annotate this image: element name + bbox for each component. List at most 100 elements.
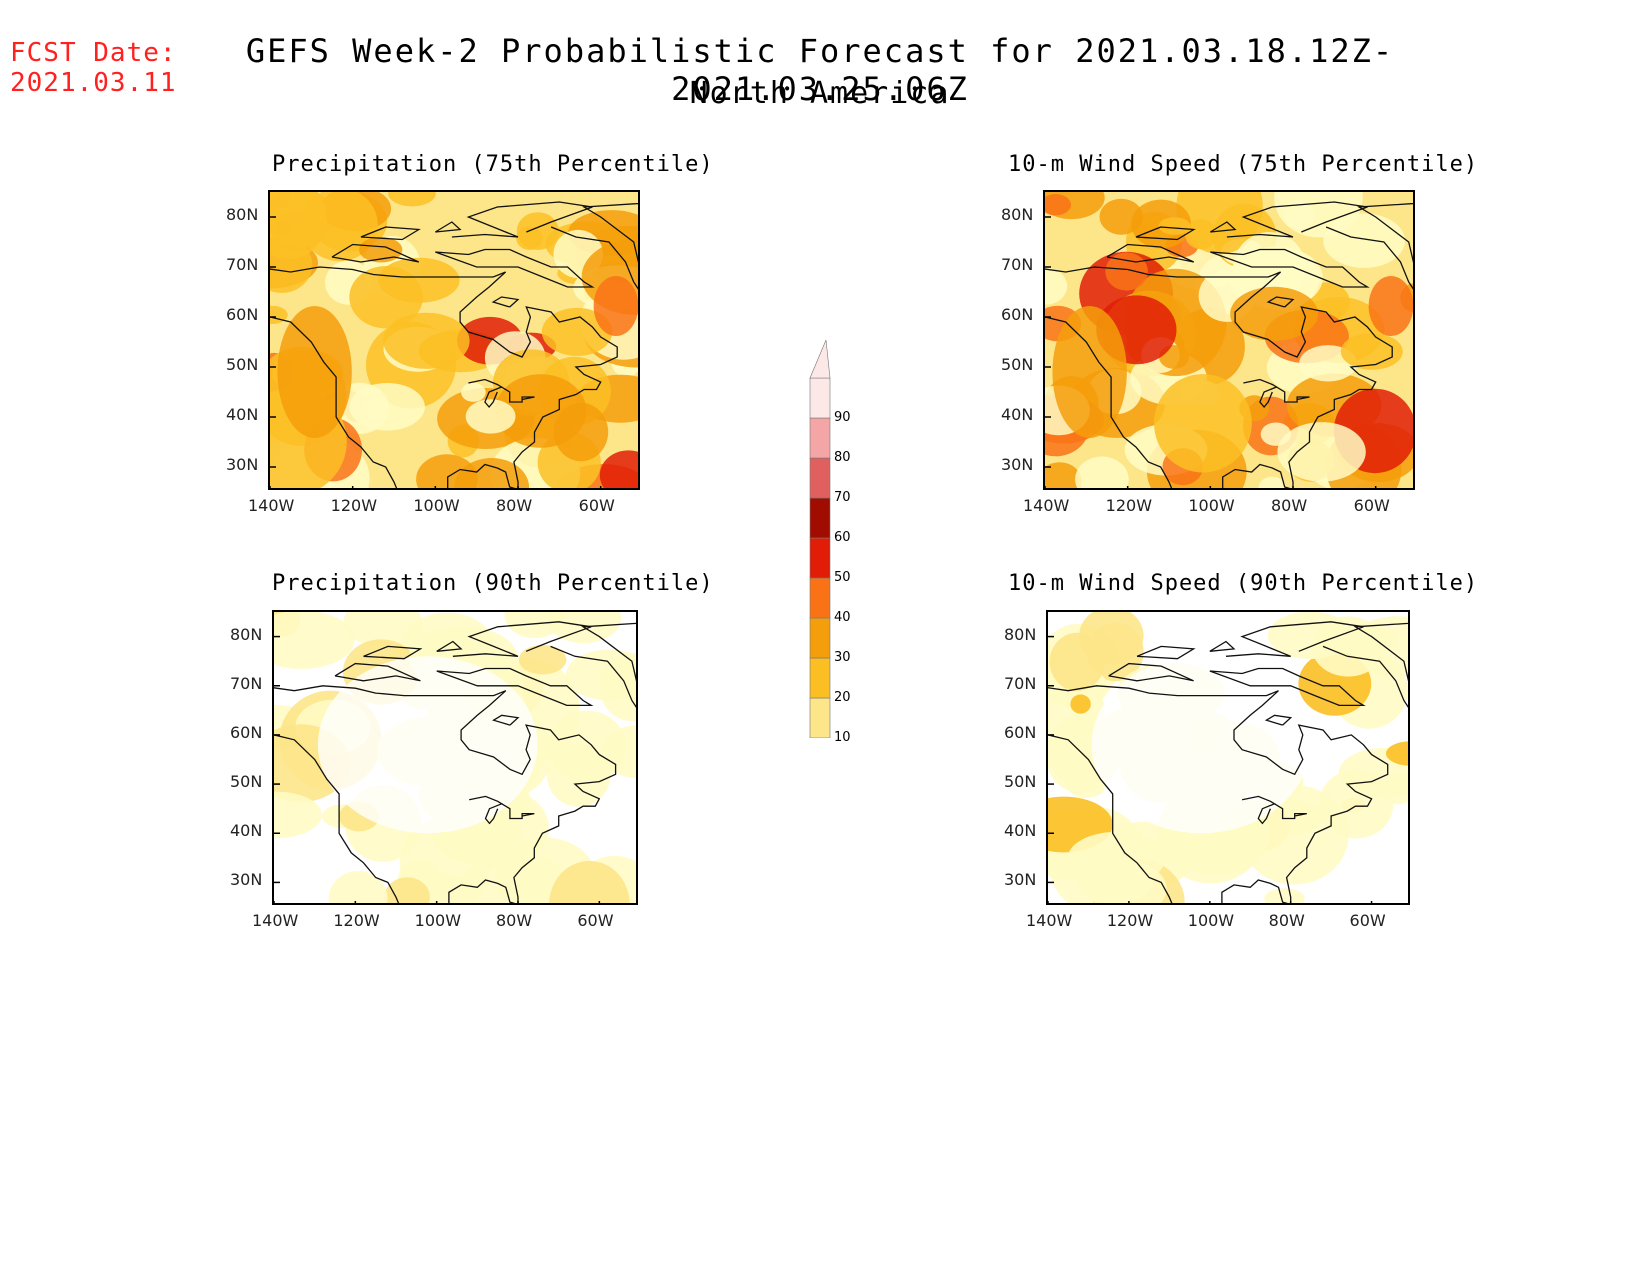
coastline [274, 685, 617, 903]
prob-contour [1386, 741, 1408, 766]
lon-label: 60W [1353, 496, 1390, 515]
prob-contour [1230, 286, 1319, 341]
prob-contour [383, 312, 470, 369]
prob-contour [454, 458, 530, 488]
panel-title: Precipitation (75th Percentile) [272, 152, 714, 177]
lat-label: 60N [1001, 305, 1034, 324]
colorbar-label: 30 [834, 650, 851, 665]
prob-contour [378, 257, 460, 303]
coastline [270, 316, 398, 488]
page-title: GEFS Week-2 Probabilistic Forecast for 2… [245, 32, 1395, 108]
prob-contour [1277, 422, 1366, 482]
lat-label: 70N [230, 673, 263, 693]
lat-label: 80N [1004, 624, 1037, 644]
coastline [435, 248, 595, 288]
prob-contour [601, 725, 636, 779]
low-prob-region [317, 656, 538, 834]
prob-contour [1049, 632, 1105, 691]
prob-contour [388, 192, 436, 207]
prob-contour [359, 236, 403, 263]
colorbar-swatch [809, 497, 831, 539]
coastline [1209, 640, 1236, 652]
lat-label: 60N [226, 305, 259, 324]
lon-label: 80W [1268, 911, 1305, 930]
coastline [1325, 202, 1413, 290]
colorbar-label: 80 [834, 450, 851, 465]
lon-label: 60W [577, 911, 614, 930]
coastline [1210, 248, 1370, 288]
prob-contour [1283, 200, 1315, 229]
coastline [360, 226, 421, 241]
lat-label: 30N [230, 870, 263, 890]
colorbar-cap [809, 339, 831, 379]
prob-contour [1045, 462, 1082, 488]
lon-label: 80W [496, 496, 533, 515]
colorbar: 10 20 30 40 50 60 70 80 90 [808, 338, 868, 745]
lon-label: 120W [330, 496, 378, 515]
prob-contour [566, 649, 636, 701]
lat-label: 70N [1001, 255, 1034, 274]
lat-label: 50N [1004, 772, 1037, 792]
coastline [1048, 734, 1173, 903]
prob-contour [1067, 831, 1165, 886]
lat-label: 40N [230, 821, 263, 841]
prob-contour [1319, 769, 1394, 839]
prob-contour [1070, 694, 1091, 714]
prob-contour [1154, 374, 1252, 473]
lon-label: 80W [496, 911, 533, 930]
prob-contour [1340, 333, 1403, 370]
prob-contour [553, 402, 609, 462]
panel-title: Precipitation (90th Percentile) [272, 571, 714, 596]
coastline [1045, 266, 1393, 488]
prob-contour [541, 307, 613, 356]
lon-label: 120W [333, 911, 380, 930]
lat-label: 70N [226, 255, 259, 274]
prob-contour [1267, 612, 1353, 660]
lat-label: 60N [230, 722, 263, 742]
lat-label: 60N [1004, 722, 1037, 742]
prob-contour [516, 212, 559, 250]
coastline [436, 667, 594, 707]
lat-label: 40N [1001, 405, 1034, 424]
lon-label: 60W [578, 496, 615, 515]
coastline [1274, 803, 1307, 820]
coastline [451, 201, 593, 238]
lon-label: 60W [1349, 911, 1386, 930]
lat-label: 70N [1004, 673, 1037, 693]
coastline [1225, 621, 1364, 657]
coastline [1048, 685, 1389, 903]
prob-contour [274, 791, 322, 839]
low-prob-region [1091, 656, 1311, 834]
coastline [1135, 226, 1196, 241]
prob-contour [1184, 219, 1218, 250]
lat-label: 50N [230, 772, 263, 792]
prob-contour [1075, 456, 1129, 488]
lat-label: 30N [226, 455, 259, 474]
coastline [1264, 714, 1293, 726]
coastline [452, 621, 592, 657]
coastline [501, 386, 535, 403]
colorbar-label: 90 [834, 410, 851, 425]
high-prob-region [1368, 276, 1413, 336]
map-area [1043, 190, 1415, 490]
lat-label: 80N [230, 624, 263, 644]
coastline [1241, 795, 1276, 825]
coastline [434, 221, 462, 233]
colorbar-swatch [809, 697, 831, 738]
colorbar-swatch [809, 457, 831, 499]
colorbar-label: 60 [834, 530, 851, 545]
coastline [1106, 243, 1195, 263]
high-prob-region [1052, 306, 1127, 438]
coastline [468, 378, 503, 409]
coastline [469, 795, 504, 825]
lat-label: 40N [226, 405, 259, 424]
lat-label: 30N [1001, 455, 1034, 474]
prob-contour [328, 871, 388, 903]
prob-contour [549, 860, 630, 903]
colorbar-swatch [809, 377, 831, 419]
fcst-date: 2021.03.11 [10, 68, 177, 98]
coastline [1276, 386, 1310, 403]
prob-contour [504, 612, 565, 639]
coastline [1209, 221, 1237, 233]
coastline [550, 622, 636, 708]
